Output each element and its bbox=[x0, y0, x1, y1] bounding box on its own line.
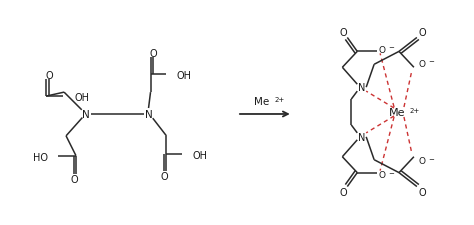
Text: O: O bbox=[339, 28, 347, 38]
Text: OH: OH bbox=[176, 71, 191, 81]
Text: OH: OH bbox=[74, 93, 89, 103]
Text: O: O bbox=[419, 157, 425, 165]
Text: −: − bbox=[388, 170, 394, 176]
Text: N: N bbox=[145, 110, 153, 119]
Text: O: O bbox=[418, 28, 426, 38]
Text: O: O bbox=[46, 71, 53, 81]
Text: −: − bbox=[428, 156, 434, 162]
Text: N: N bbox=[357, 132, 365, 142]
Text: O: O bbox=[379, 46, 386, 55]
Text: O: O bbox=[339, 187, 347, 197]
Text: N: N bbox=[82, 110, 90, 119]
Text: 2+: 2+ bbox=[410, 108, 420, 113]
Text: N: N bbox=[357, 83, 365, 93]
Text: O: O bbox=[418, 187, 426, 197]
Text: 2+: 2+ bbox=[275, 97, 285, 103]
Text: −: − bbox=[428, 59, 434, 65]
Text: Me: Me bbox=[254, 97, 270, 107]
Text: O: O bbox=[419, 60, 425, 68]
Text: Me: Me bbox=[389, 108, 405, 117]
Text: O: O bbox=[70, 174, 78, 184]
Text: O: O bbox=[379, 170, 386, 179]
Text: OH: OH bbox=[192, 150, 207, 160]
Text: HO: HO bbox=[33, 152, 48, 162]
Text: O: O bbox=[161, 171, 168, 181]
Text: O: O bbox=[150, 49, 157, 59]
Text: −: − bbox=[388, 45, 394, 51]
